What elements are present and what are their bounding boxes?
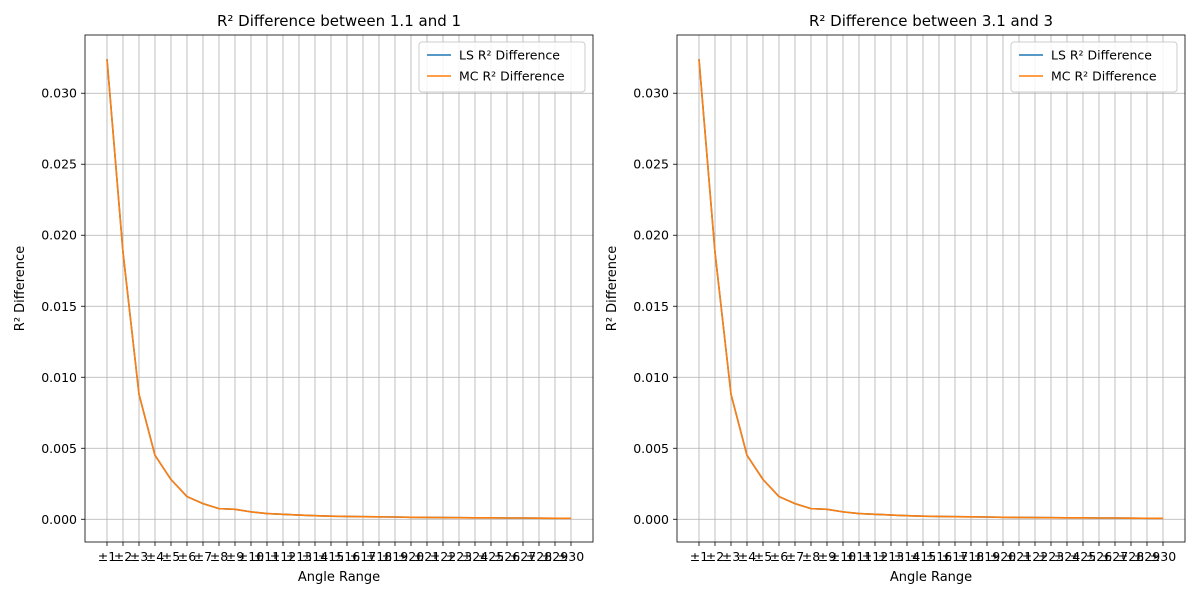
x-tick-label: ±14 <box>302 549 328 564</box>
legend-label: MC R² Difference <box>459 69 565 84</box>
x-tick-label: ±10 <box>830 549 856 564</box>
chart-title: R² Difference between 3.1 and 3 <box>809 12 1053 30</box>
legend-label: LS R² Difference <box>1051 48 1152 63</box>
x-tick-label: ±8 <box>210 549 228 564</box>
series-line-mc <box>106 59 571 520</box>
x-tick-label: ±17 <box>350 549 376 564</box>
x-tick-label: ±15 <box>910 549 936 564</box>
legend-label: MC R² Difference <box>1051 69 1157 84</box>
x-tick-label: ±3 <box>722 549 740 564</box>
y-tick-label: 0.000 <box>41 512 77 527</box>
x-tick-label: ±29 <box>542 549 568 564</box>
x-tick-label: ±27 <box>1102 549 1128 564</box>
x-tick-label: ±25 <box>1070 549 1096 564</box>
x-tick-label: ±11 <box>254 549 280 564</box>
y-tick-label: 0.000 <box>633 512 669 527</box>
axes-frame <box>676 34 1186 543</box>
x-tick-label: ±2 <box>114 549 132 564</box>
x-tick-label: ±18 <box>366 549 392 564</box>
x-tick-label: ±6 <box>770 549 788 564</box>
y-axis-label: R² Difference <box>605 246 620 331</box>
x-tick-label: ±18 <box>958 549 984 564</box>
x-tick-label: ±28 <box>1118 549 1144 564</box>
x-tick-label: ±27 <box>510 549 536 564</box>
x-tick-label: ±7 <box>194 549 212 564</box>
x-tick-label: ±22 <box>430 549 456 564</box>
y-tick-label: 0.015 <box>633 299 669 314</box>
axes-frame <box>84 34 594 543</box>
y-tick-label: 0.030 <box>41 86 77 101</box>
x-tick-label: ±21 <box>414 549 440 564</box>
y-tick-label: 0.030 <box>633 86 669 101</box>
y-tick-label: 0.015 <box>41 299 77 314</box>
x-tick-label: ±20 <box>990 549 1016 564</box>
x-tick-label: ±23 <box>1038 549 1064 564</box>
x-tick-label: ±23 <box>446 549 472 564</box>
chart-title: R² Difference between 1.1 and 1 <box>217 12 461 30</box>
series-line-mc <box>698 59 1163 520</box>
x-tick-label: ±11 <box>846 549 872 564</box>
x-tick-label: ±26 <box>494 549 520 564</box>
x-tick-label: ±30 <box>1150 549 1176 564</box>
x-tick-label: ±26 <box>1086 549 1112 564</box>
x-tick-label: ±1 <box>690 549 708 564</box>
legend-label: LS R² Difference <box>459 48 560 63</box>
x-tick-label: ±7 <box>786 549 804 564</box>
x-tick-label: ±14 <box>894 549 920 564</box>
chart-panel-left: 0.0000.0050.0100.0150.0200.0250.030±1±2±… <box>13 12 594 585</box>
y-tick-label: 0.005 <box>633 441 669 456</box>
y-tick-label: 0.005 <box>41 441 77 456</box>
x-tick-label: ±21 <box>1006 549 1032 564</box>
x-tick-label: ±24 <box>462 549 488 564</box>
x-tick-label: ±4 <box>738 549 756 564</box>
y-tick-label: 0.020 <box>41 228 77 243</box>
x-axis-label: Angle Range <box>890 570 972 585</box>
x-tick-label: ±17 <box>942 549 968 564</box>
x-tick-label: ±15 <box>318 549 344 564</box>
x-tick-label: ±3 <box>130 549 148 564</box>
y-tick-label: 0.025 <box>633 157 669 172</box>
x-tick-label: ±19 <box>974 549 1000 564</box>
y-tick-label: 0.010 <box>633 370 669 385</box>
x-tick-label: ±25 <box>478 549 504 564</box>
x-tick-label: ±1 <box>98 549 116 564</box>
x-tick-label: ±2 <box>706 549 724 564</box>
x-tick-label: ±28 <box>526 549 552 564</box>
x-tick-label: ±13 <box>878 549 904 564</box>
y-tick-label: 0.010 <box>41 370 77 385</box>
x-tick-label: ±4 <box>146 549 164 564</box>
x-tick-label: ±24 <box>1054 549 1080 564</box>
x-tick-label: ±10 <box>238 549 264 564</box>
x-tick-label: ±9 <box>818 549 836 564</box>
x-tick-label: ±20 <box>398 549 424 564</box>
x-tick-label: ±30 <box>558 549 584 564</box>
x-tick-label: ±12 <box>270 549 296 564</box>
x-tick-label: ±16 <box>926 549 952 564</box>
x-tick-label: ±13 <box>286 549 312 564</box>
y-axis-label: R² Difference <box>13 246 28 331</box>
x-tick-label: ±6 <box>178 549 196 564</box>
x-tick-label: ±5 <box>754 549 772 564</box>
x-tick-label: ±12 <box>862 549 888 564</box>
legend-box <box>418 41 586 93</box>
x-tick-label: ±9 <box>226 549 244 564</box>
x-tick-label: ±5 <box>162 549 180 564</box>
x-tick-label: ±16 <box>334 549 360 564</box>
x-tick-label: ±19 <box>382 549 408 564</box>
y-tick-label: 0.020 <box>633 228 669 243</box>
x-tick-label: ±22 <box>1022 549 1048 564</box>
x-tick-label: ±8 <box>802 549 820 564</box>
legend-box <box>1010 41 1178 93</box>
chart-panel-right: 0.0000.0050.0100.0150.0200.0250.030±1±2±… <box>605 12 1186 585</box>
y-tick-label: 0.025 <box>41 157 77 172</box>
x-tick-label: ±29 <box>1134 549 1160 564</box>
x-axis-label: Angle Range <box>298 570 380 585</box>
